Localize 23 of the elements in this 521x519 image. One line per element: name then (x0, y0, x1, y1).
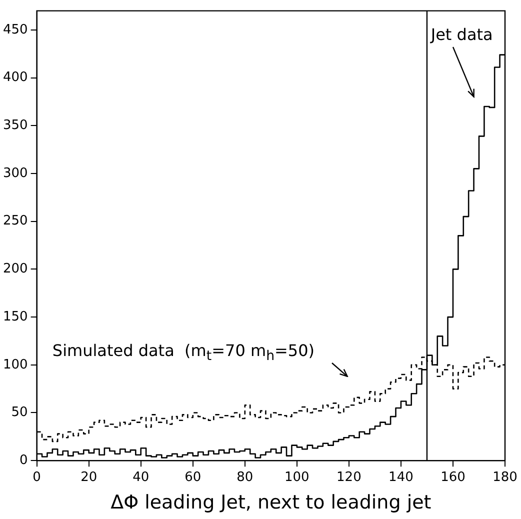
series-label: Jet data (430, 24, 493, 45)
x-tick-label: 60 (184, 470, 202, 485)
x-tick-label: 100 (284, 470, 310, 485)
x-tick-label: 140 (388, 470, 414, 485)
y-tick-label: 150 (2, 309, 28, 324)
y-tick-label: 300 (2, 166, 28, 181)
y-tick-label: 0 (20, 452, 28, 468)
y-tick-label: 250 (2, 214, 28, 229)
y-tick-label: 200 (2, 262, 28, 277)
x-tick-label: 40 (132, 470, 150, 485)
text: Simulated data (m$_{t}$=70 m$_{h}$=50) (52, 340, 315, 366)
x-tick-label: 0 (32, 470, 41, 485)
y-tick-label: 400 (2, 70, 28, 86)
x-tick-label: 160 (440, 470, 466, 485)
x-axis-title: ΔΦ leading Jet, next to leading jet (110, 492, 432, 514)
x-tick-label: 80 (236, 470, 254, 485)
y-tick-label: 350 (2, 118, 28, 134)
x-tick-label: 180 (492, 470, 518, 485)
y-tick-label: 450 (2, 22, 28, 38)
x-tick-label: 20 (80, 470, 98, 485)
y-tick-label: 100 (2, 357, 28, 372)
y-tick-label: 50 (11, 405, 28, 420)
x-tick-label: 120 (336, 470, 362, 485)
